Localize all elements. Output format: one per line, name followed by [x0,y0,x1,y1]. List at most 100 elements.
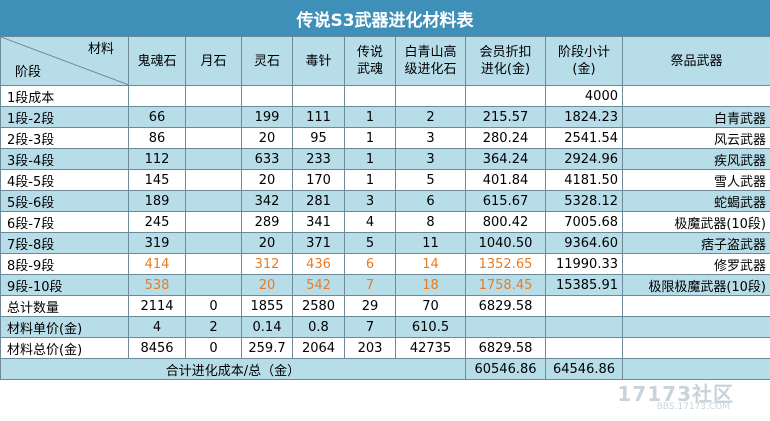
value-cell: 极魔武器(10段) [622,211,770,233]
value-cell: 雪人武器 [622,169,770,191]
value-cell: 4 [128,316,186,338]
table-row: 8段-9段 414 312 436 6 14 1352.65 11990.33 修罗武器 [0,253,770,275]
value-cell: 7005.68 [545,211,623,233]
value-cell: 20 [241,232,293,254]
footer-row: 合计进化成本/总（金） 60546.86 64546.86 [0,358,770,380]
header-cell: 灵石 [241,36,293,86]
table-row: 总计数量 2114 0 1855 2580 29 70 6829.58 [0,295,770,317]
value-cell: 259.7 [241,337,293,359]
header-label: 阶段小计 [557,45,610,60]
table-row: 1段-2段 66 199 111 1 2 215.57 1824.23 白青武器 [0,106,770,128]
value-cell: 白青武器 [622,106,770,128]
value-cell: 1 [344,148,396,170]
value-cell: 0 [185,337,242,359]
value-cell [545,337,623,359]
table-row: 材料总价(金) 8456 0 259.7 2064 203 42735 6829.58 [0,337,770,359]
footer-empty-cell [622,358,770,380]
value-cell: 2924.96 [545,148,623,170]
value-cell: 436 [292,253,345,275]
value-cell: 1855 [241,295,293,317]
value-cell: 1352.65 [465,253,546,275]
value-cell: 3 [395,148,466,170]
corner-top-label: 材料 [87,42,114,57]
value-cell: 111 [292,106,345,128]
value-cell: 15385.91 [545,274,623,296]
value-cell: 70 [395,295,466,317]
value-cell: 364.24 [465,148,546,170]
value-cell: 342 [241,190,293,212]
value-cell [622,316,770,338]
header-label: 毒针 [305,53,332,69]
value-cell: 233 [292,148,345,170]
value-cell: 疾风武器 [622,148,770,170]
header-label: (金) [572,62,596,77]
value-cell: 6 [344,253,396,275]
value-cell: 215.57 [465,106,546,128]
header-cell: 传说 武魂 [344,36,396,86]
value-cell [545,295,623,317]
value-cell: 9364.60 [545,232,623,254]
value-cell: 蛇蝎武器 [622,190,770,212]
value-cell: 4 [344,211,396,233]
value-cell [185,190,242,212]
value-cell: 199 [241,106,293,128]
value-cell: 542 [292,274,345,296]
value-cell: 11 [395,232,466,254]
value-cell: 1758.45 [465,274,546,296]
header-label: 灵石 [253,53,280,69]
stage-cell: 1段-2段 [0,106,129,128]
value-cell: 2580 [292,295,345,317]
value-cell: 痞子盗武器 [622,232,770,254]
value-cell: 3 [344,190,396,212]
value-cell: 4181.50 [545,169,623,191]
value-cell: 610.5 [395,316,466,338]
stage-cell: 9段-10段 [0,274,129,296]
value-cell: 2 [185,316,242,338]
stage-cell: 总计数量 [0,295,129,317]
value-cell: 修罗武器 [622,253,770,275]
value-cell [622,85,770,107]
header-label: 白青山高 [404,45,457,60]
header-label: 传说 [356,45,383,60]
value-cell: 66 [128,106,186,128]
table-row: 2段-3段 86 20 95 1 3 280.24 2541.54 风云武器 [0,127,770,149]
corner-bottom-label: 阶段 [15,65,42,80]
header-row: 材料 阶段 鬼魂石 月石 灵石 毒针 传说 武魂 白青山高 级进化石 会员折扣 进化(… [0,36,770,86]
value-cell: 1824.23 [545,106,623,128]
value-cell: 245 [128,211,186,233]
value-cell: 3 [395,127,466,149]
header-label: 祭品武器 [670,53,723,69]
value-cell: 29 [344,295,396,317]
watermark-logo: 17173社区 [617,382,734,406]
value-cell: 189 [128,190,186,212]
value-cell [465,85,546,107]
table-row: 9段-10段 538 20 542 7 18 1758.45 15385.91 极限极魔武器(1… [0,274,770,296]
value-cell: 1 [344,106,396,128]
header-cell: 月石 [185,36,242,86]
value-cell [185,211,242,233]
value-cell: 341 [292,211,345,233]
header-cell: 鬼魂石 [128,36,186,86]
value-cell: 2 [395,106,466,128]
value-cell: 281 [292,190,345,212]
value-cell [185,169,242,191]
table-row: 材料单价(金) 4 2 0.14 0.8 7 610.5 [0,316,770,338]
value-cell: 6829.58 [465,295,546,317]
header-cell: 祭品武器 [622,36,770,86]
value-cell [622,295,770,317]
table-row: 4段-5段 145 20 170 1 5 401.84 4181.50 雪人武器 [0,169,770,191]
value-cell: 800.42 [465,211,546,233]
value-cell: 401.84 [465,169,546,191]
value-cell: 86 [128,127,186,149]
value-cell: 6 [395,190,466,212]
footer-total-all: 64546.86 [545,358,623,380]
value-cell: 4000 [545,85,623,107]
value-cell: 319 [128,232,186,254]
value-cell: 312 [241,253,293,275]
value-cell [185,106,242,128]
value-cell: 145 [128,169,186,191]
value-cell: 0.14 [241,316,293,338]
value-cell [344,85,396,107]
value-cell [545,316,623,338]
header-label: 进化(金) [480,62,531,77]
